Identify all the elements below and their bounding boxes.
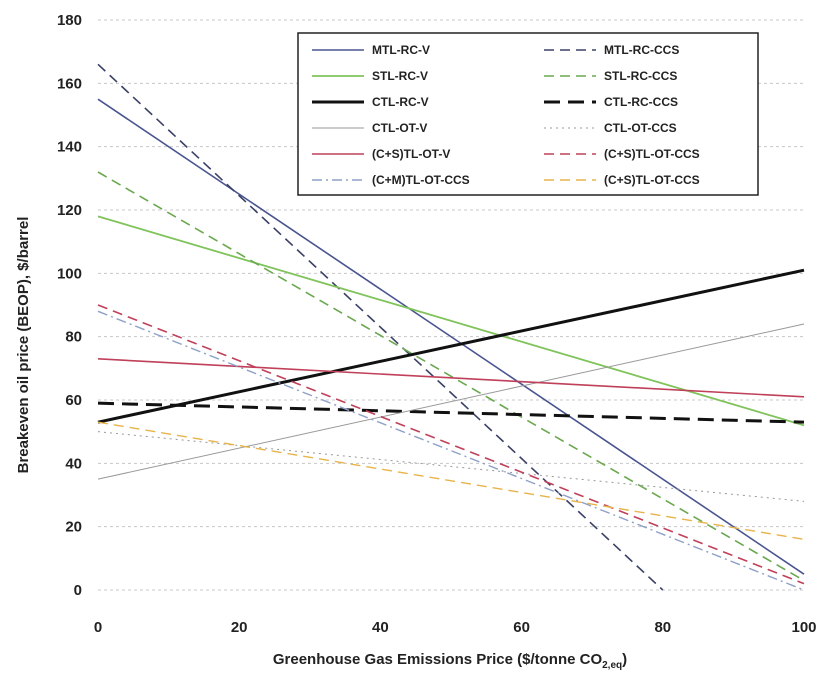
legend-label: CTL-OT-V xyxy=(372,121,427,135)
y-tick-label: 20 xyxy=(65,519,82,536)
legend-label: MTL-RC-V xyxy=(372,43,430,57)
legend-label: CTL-RC-CCS xyxy=(604,95,678,109)
y-axis-title: Breakeven oil price (BEOP), $/barrel xyxy=(15,217,32,474)
y-tick-label: 160 xyxy=(57,75,82,92)
series-line-1 xyxy=(97,63,664,591)
y-tick-label: 80 xyxy=(65,329,82,346)
x-tick-label: 100 xyxy=(791,619,816,636)
legend-label: (C+M)TL-OT-CCS xyxy=(372,173,470,187)
series-lines xyxy=(97,63,805,591)
series-line-5 xyxy=(97,401,805,424)
x-axis-title-subscript: 2,eq xyxy=(602,660,622,671)
legend: MTL-RC-V MTL-RC-CCS STL-RC-V STL-RC-CCS CTL-… xyxy=(297,32,759,196)
series-line-7 xyxy=(97,431,805,502)
y-tick-labels: 0 20 40 60 80 100 120 140 160 180 xyxy=(57,12,82,599)
x-tick-label: 0 xyxy=(94,619,102,636)
legend-label: MTL-RC-CCS xyxy=(604,43,679,57)
x-axis-title-close: ) xyxy=(622,651,627,668)
series-line-6 xyxy=(97,323,805,480)
x-tick-labels: 0 20 40 60 80 100 xyxy=(94,619,817,636)
legend-label: CTL-OT-CCS xyxy=(604,121,677,135)
legend-label: (C+S)TL-OT-CCS xyxy=(604,173,700,187)
series-line-9 xyxy=(97,304,805,585)
series-line-3 xyxy=(97,171,805,582)
series-line-0 xyxy=(97,98,805,575)
series-line-11 xyxy=(97,421,805,541)
legend-box xyxy=(297,32,759,196)
series-line-4 xyxy=(97,268,805,424)
series-line-10 xyxy=(97,310,805,591)
legend-label: CTL-RC-V xyxy=(372,95,429,109)
y-tick-label: 140 xyxy=(57,139,82,156)
y-tick-label: 0 xyxy=(74,582,82,599)
x-tick-label: 80 xyxy=(654,619,671,636)
series-line-8 xyxy=(97,358,805,398)
x-axis-title: Greenhouse Gas Emissions Price ($/tonne … xyxy=(273,651,627,671)
y-tick-label: 40 xyxy=(65,455,82,472)
legend-label: STL-RC-V xyxy=(372,69,428,83)
x-axis-title-main: Greenhouse Gas Emissions Price ($/tonne … xyxy=(273,651,603,668)
y-tick-label: 120 xyxy=(57,202,82,219)
legend-label: STL-RC-CCS xyxy=(604,69,677,83)
y-tick-label: 100 xyxy=(57,265,82,282)
x-tick-label: 60 xyxy=(513,619,530,636)
y-tick-label: 60 xyxy=(65,392,82,409)
legend-label: (C+S)TL-OT-V xyxy=(372,147,450,161)
legend-label: (C+S)TL-OT-CCS xyxy=(604,147,700,161)
x-tick-label: 40 xyxy=(372,619,389,636)
y-tick-label: 180 xyxy=(57,12,82,29)
x-tick-label: 20 xyxy=(231,619,248,636)
